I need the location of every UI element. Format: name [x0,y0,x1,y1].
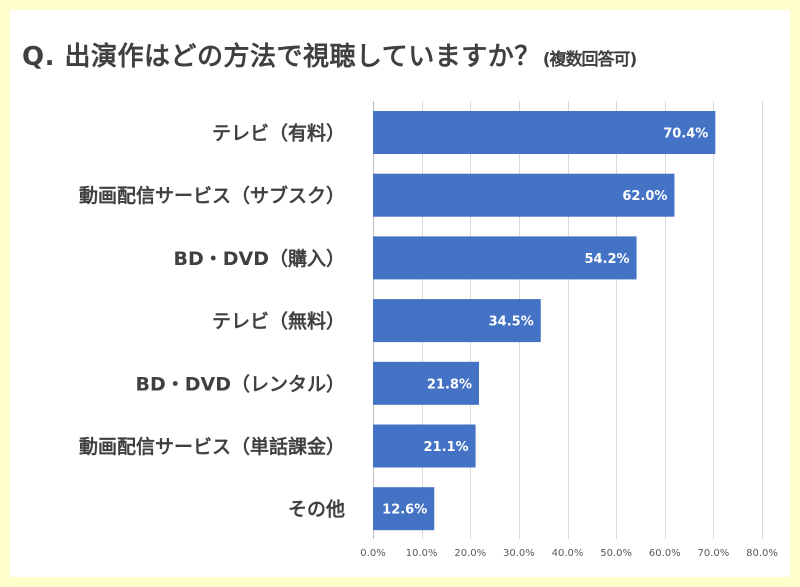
bar [373,236,637,280]
bars: 70.4% 62.0% 54.2% 34.5% 21.8% 21.1% 12.6% [373,111,716,531]
x-tick-label: 0.0% [360,548,385,559]
x-tick-label: 30.0% [503,548,535,559]
data-label: 21.1% [423,440,468,455]
chart-subtitle: (複数回答可) [542,50,638,70]
x-tick-label: 10.0% [406,548,438,559]
data-label: 21.8% [427,377,472,392]
category-labels: テレビ（有料） 動画配信サービス（サブスク） BD・DVD（購入） テレビ（無料） BD… [79,122,345,521]
data-label: 70.4% [663,127,708,142]
category-label: テレビ（無料） [212,310,345,333]
chart-panel [10,10,790,577]
bar [373,424,476,468]
x-tick-label: 20.0% [454,548,486,559]
data-label: 62.0% [622,189,667,204]
bar [373,173,675,217]
x-tick-labels: 0.0% 10.0% 20.0% 30.0% 40.0% 50.0% 60.0% 70.0% 8… [360,548,778,559]
x-tick-label: 40.0% [552,548,584,559]
category-label: BD・DVD（レンタル） [135,372,345,395]
bar [373,111,716,154]
data-label: 12.6% [382,503,427,518]
bar [373,487,435,531]
data-label: 54.2% [584,252,629,267]
bar [373,299,541,343]
category-label: 動画配信サービス（サブスク） [79,184,345,207]
bar [373,361,480,405]
x-tick-label: 80.0% [746,548,778,559]
x-tick-label: 60.0% [649,548,681,559]
category-label: BD・DVD（購入） [173,247,345,270]
chart-title: Q. 出演作はどの方法で視聴していますか？ (複数回答可) [22,36,638,73]
x-tick-label: 50.0% [600,548,632,559]
data-label: 34.5% [489,315,534,330]
category-label: 動画配信サービス（単話課金） [79,435,345,458]
category-label: テレビ（有料） [212,122,345,145]
category-label: その他 [288,498,345,521]
x-tick-label: 70.0% [697,548,729,559]
chart-title-main: Q. 出演作はどの方法で視聴していますか？ [22,42,541,72]
